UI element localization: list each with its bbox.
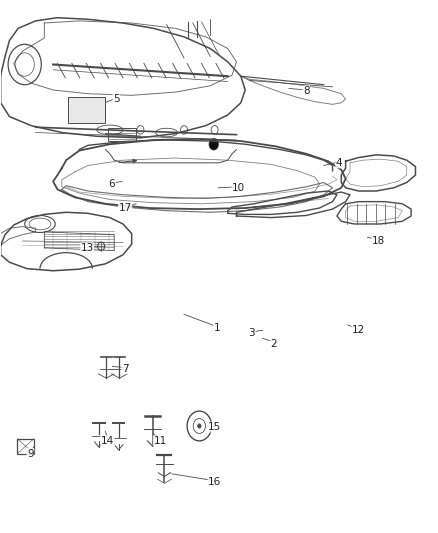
Text: 11: 11 [153,436,167,446]
Text: 3: 3 [248,328,255,338]
Text: 13: 13 [81,243,94,253]
Text: 15: 15 [208,422,221,432]
Text: 5: 5 [113,94,120,104]
Text: 16: 16 [208,477,221,487]
Circle shape [137,126,144,134]
Text: 2: 2 [270,338,277,349]
Circle shape [198,424,201,428]
Bar [108,128,136,141]
Bar [17,439,34,454]
Text: 10: 10 [232,183,245,193]
Text: 12: 12 [352,325,365,335]
Text: 6: 6 [109,179,115,189]
Circle shape [209,139,219,150]
Text: 18: 18 [372,236,385,246]
Text: 7: 7 [122,364,128,374]
Text: 1: 1 [213,322,220,333]
Circle shape [211,126,218,134]
Text: 8: 8 [303,86,310,96]
Text: 9: 9 [27,449,34,458]
Text: 17: 17 [119,203,132,213]
Circle shape [180,126,187,134]
Text: 4: 4 [336,158,343,168]
Bar [68,98,106,123]
Text: 14: 14 [101,436,114,446]
